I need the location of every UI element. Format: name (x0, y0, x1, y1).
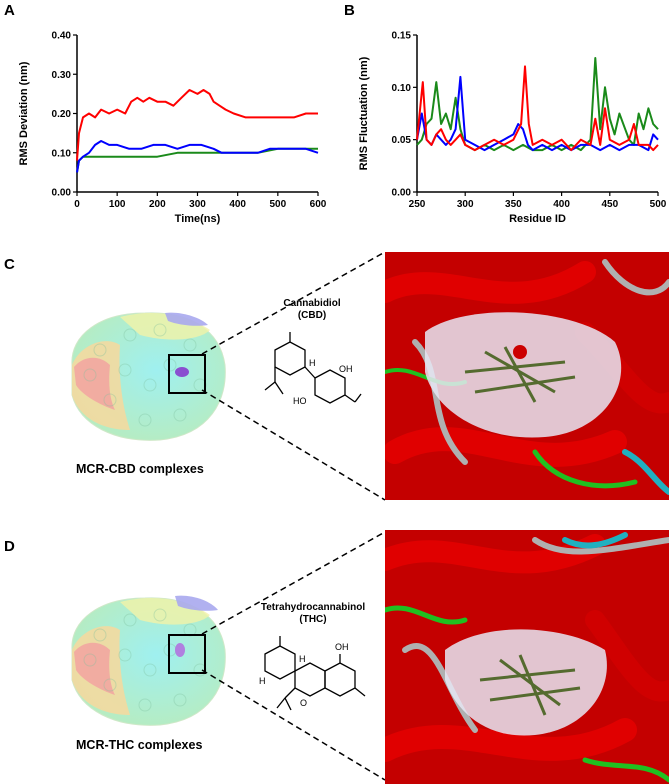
x-tick-label: 300 (189, 199, 206, 210)
thc-atom-h-1: H (259, 676, 266, 686)
y-tick-label: 0.10 (52, 148, 72, 159)
series-line (416, 65, 659, 152)
panel-label-b: B (344, 2, 355, 19)
cbd-atom-h: H (309, 358, 316, 368)
y-axis-title: RMS Fluctuation (nm) (358, 56, 370, 170)
x-tick-label: 300 (457, 199, 474, 210)
x-tick-label: 600 (310, 199, 327, 210)
mcr-thc-protein-surface (71, 595, 226, 726)
y-axis-title: RMS Deviation (nm) (18, 61, 30, 165)
y-tick-label: 0.30 (52, 70, 72, 81)
x-axis-title: Time(ns) (175, 213, 221, 225)
y-tick-label: 0.10 (392, 83, 412, 94)
zoom-guide-lines-cbd (201, 251, 386, 501)
thc-structure: H H OH O (259, 636, 366, 711)
y-tick-label: 0.15 (392, 31, 412, 42)
rmsf-chart: 250 300 350 400 450 500 0.00 0.05 0.10 0.15 Residu… (358, 31, 667, 226)
y-tick-label: 0.00 (52, 188, 72, 199)
cbd-name-line1: Cannabidiol (283, 298, 341, 309)
zoom-guide-lines-thc (201, 531, 386, 781)
thc-name: Tetrahydrocannabinol (THC) (252, 602, 374, 626)
series-line (76, 147, 318, 173)
cbd-binding-pocket-render (385, 252, 669, 500)
y-tick-label: 0.40 (52, 31, 72, 42)
x-tick-label: 100 (109, 199, 126, 210)
panel-label-a: A (4, 2, 15, 19)
panel-label-c: C (4, 256, 15, 273)
binding-site-box-cbd (168, 354, 206, 394)
thc-caption: MCR-THC complexes (76, 738, 203, 752)
cbd-atom-ho: HO (293, 396, 307, 406)
x-tick-label: 450 (601, 199, 618, 210)
cbd-name-line2: (CBD) (297, 310, 327, 321)
cbd-caption: MCR-CBD complexes (76, 462, 204, 476)
x-tick-label: 400 (553, 199, 570, 210)
thc-atom-h-2: H (299, 654, 306, 664)
cbd-structure: H OH HO (264, 332, 362, 406)
y-tick-label: 0.00 (392, 188, 412, 199)
x-tick-label: 500 (269, 199, 286, 210)
y-tick-label: 0.20 (52, 109, 72, 120)
x-tick-label: 350 (505, 199, 522, 210)
thc-binding-pocket-render (385, 530, 669, 784)
panel-label-d: D (4, 538, 15, 555)
cbd-name: Cannabidiol (CBD) (272, 298, 352, 322)
series-line (76, 89, 318, 161)
thc-name-line2: (THC) (299, 614, 327, 625)
x-tick-label: 250 (409, 199, 426, 210)
x-tick-label: 500 (650, 199, 667, 210)
thc-atom-o: O (300, 698, 307, 708)
x-axis-title: Residue ID (509, 213, 566, 225)
x-tick-label: 0 (74, 199, 80, 210)
thc-atom-oh: OH (335, 642, 349, 652)
binding-site-box-thc (168, 634, 206, 674)
rmsd-chart: 0 100 200 300 400 500 600 0.00 0.10 0.20 0.30 0.40 T… (18, 31, 327, 226)
series-line (76, 140, 319, 173)
mcr-cbd-protein-surface (71, 312, 226, 441)
y-tick-label: 0.05 (392, 135, 412, 146)
x-tick-label: 400 (229, 199, 246, 210)
x-tick-label: 200 (149, 199, 166, 210)
cbd-atom-oh: OH (339, 364, 353, 374)
thc-name-line1: Tetrahydrocannabinol (260, 602, 366, 613)
